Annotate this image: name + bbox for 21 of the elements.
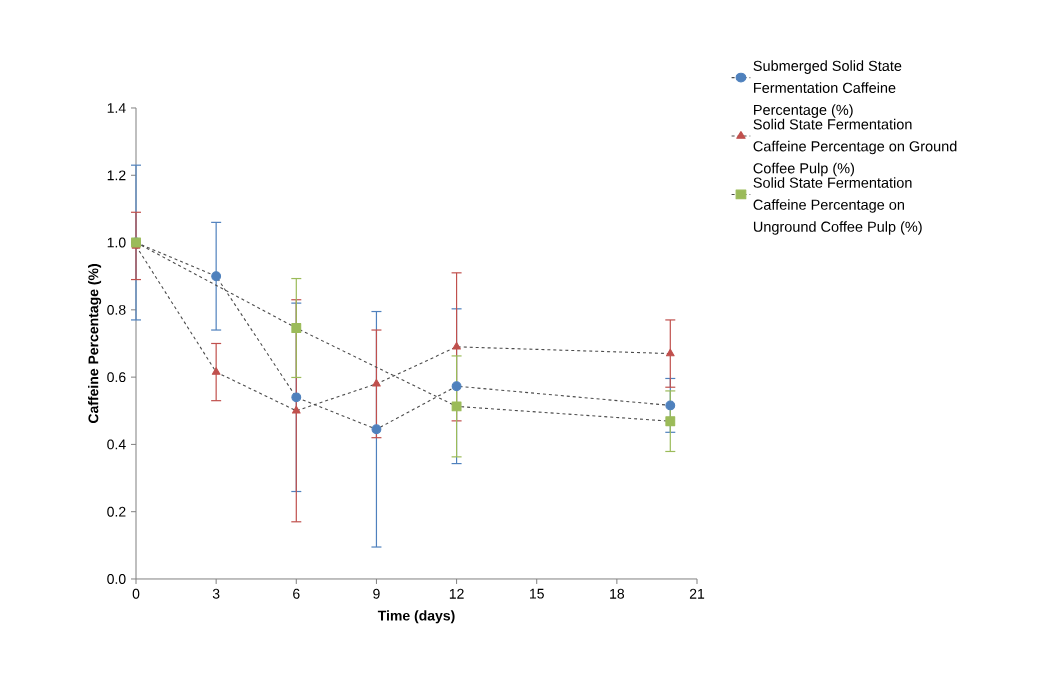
y-tick-label: 0.2: [107, 506, 126, 517]
x-tick-label: 15: [530, 588, 544, 599]
y-tick-label: 0.0: [107, 574, 126, 584]
y-tick-label: 0.8: [107, 304, 126, 315]
legend-label: Solid State Fermentation Caffeine Percentage on Ground Coffee Pulp (%): [753, 118, 957, 177]
x-tick-label: 6: [293, 588, 300, 599]
x-axis-title: Time (days): [377, 610, 455, 624]
x-tick-label: 21: [689, 588, 705, 599]
x-tick-label: 3: [212, 588, 220, 599]
legend-label: Submerged Solid State Fermentation Caffeine Percentage (%): [753, 60, 902, 118]
x-tick-label: 0: [132, 588, 140, 599]
x-tick-label: 18: [610, 588, 625, 599]
y-tick-label: 1.4: [107, 103, 126, 113]
y-tick-label: 1.0: [107, 237, 126, 248]
y-tick-label: 0.6: [107, 372, 126, 383]
y-tick-label: 1.2: [107, 170, 126, 181]
x-tick-label: 9: [373, 588, 380, 599]
y-tick-label: 0.4: [107, 439, 126, 450]
x-tick-label: 12: [449, 588, 464, 599]
y-axis-title: Caffeine Percentage (%): [88, 264, 102, 424]
legend-label: Solid State Fermentation Caffeine Percentage on Unground Coffee Pulp (%): [753, 177, 922, 235]
